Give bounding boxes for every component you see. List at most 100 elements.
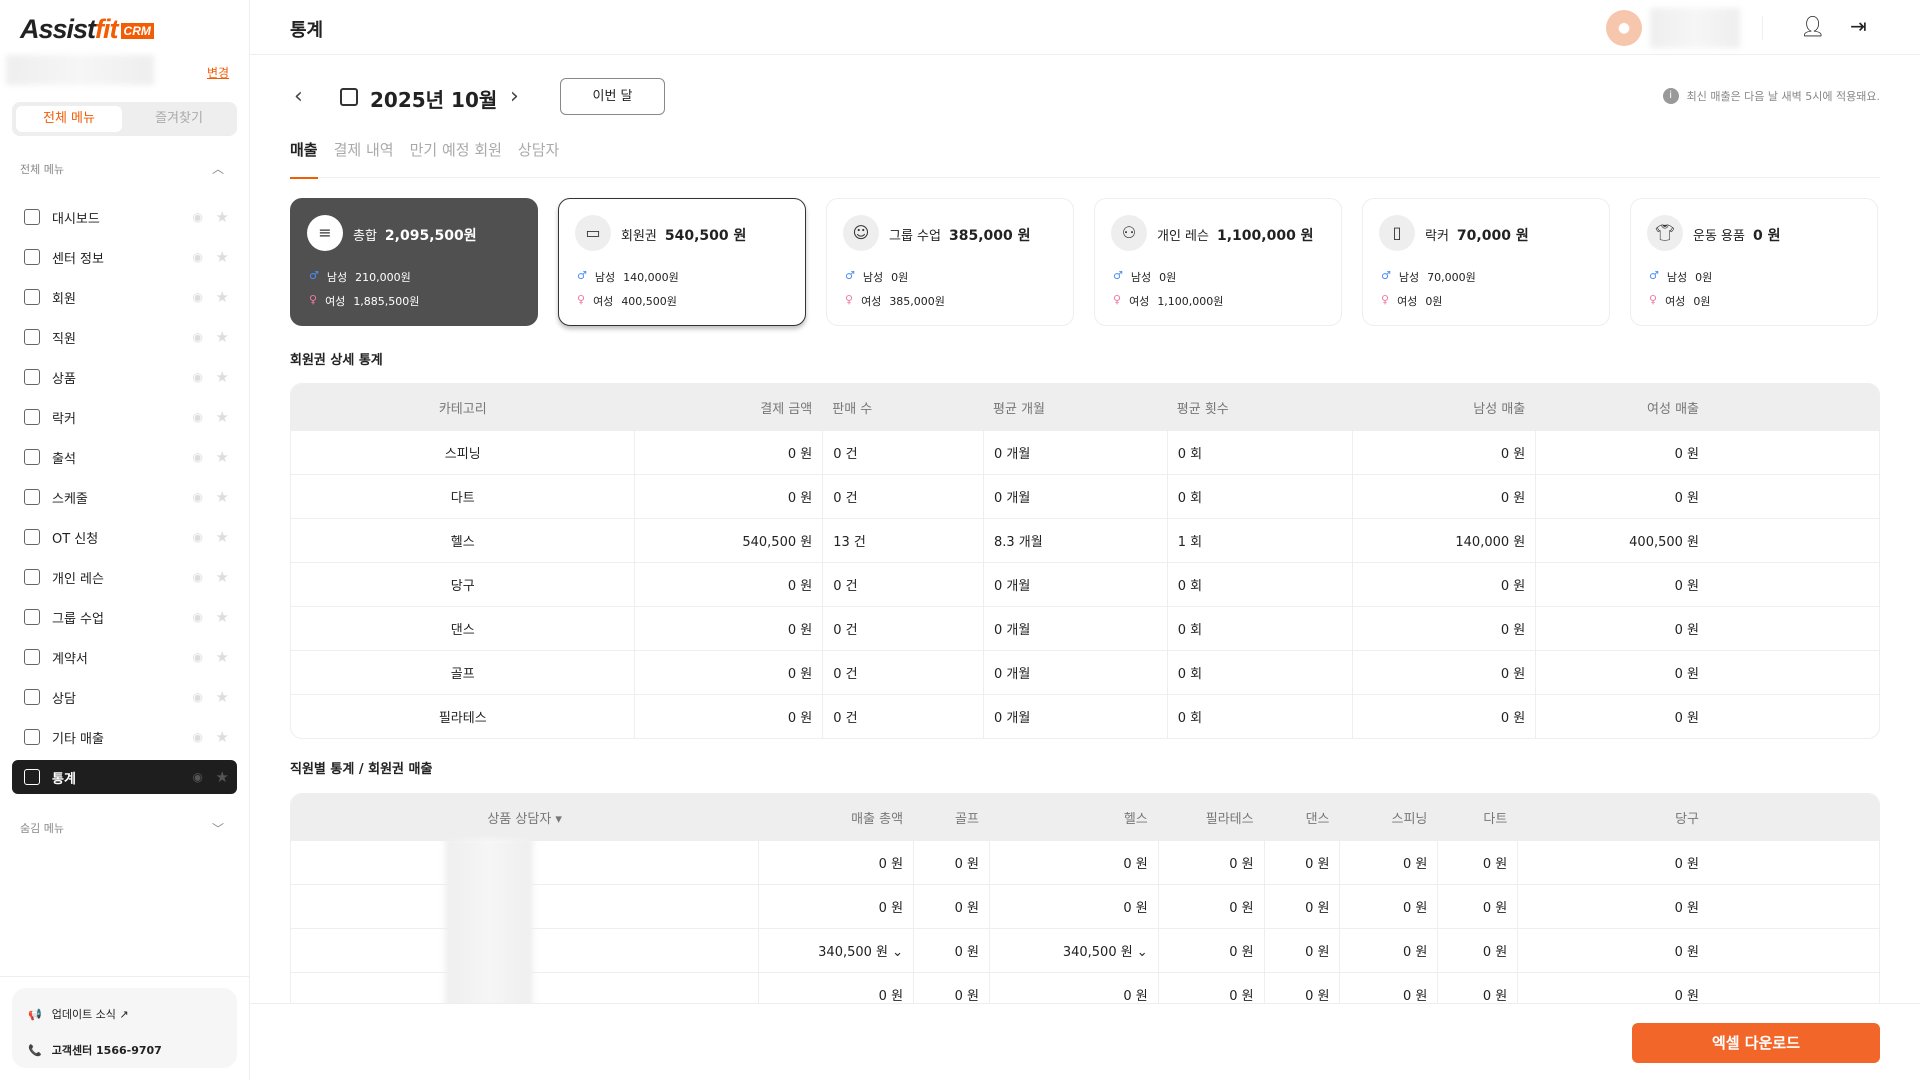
excel-download-button[interactable]: 엑셀 다운로드	[1632, 1023, 1880, 1063]
hide-icon[interactable]: ◉	[192, 530, 203, 544]
sidebar-item[interactable]: 기타 매출 ◉ ★	[12, 720, 237, 754]
tab-all-menu[interactable]: 전체 메뉴	[16, 106, 122, 132]
summary-card[interactable]: ▯ 락커 70,000 원 ♂ 남성 70,000원 ♀ 여성 0원	[1362, 198, 1610, 326]
female-amount: 1,885,500원	[353, 295, 420, 308]
star-icon[interactable]: ★	[215, 288, 229, 306]
star-icon[interactable]: ★	[215, 248, 229, 266]
sidebar-item[interactable]: 상담 ◉ ★	[12, 680, 237, 714]
star-icon[interactable]: ★	[215, 408, 229, 426]
tab[interactable]: 상담자	[517, 141, 560, 159]
sidebar-item[interactable]: 회원 ◉ ★	[12, 280, 237, 314]
chevron-up-icon[interactable]: ︿	[212, 162, 225, 176]
star-icon[interactable]: ★	[215, 608, 229, 626]
star-icon[interactable]: ★	[215, 648, 229, 666]
tab[interactable]: 결제 내역	[333, 141, 394, 159]
table-cell: 0 원	[1535, 695, 1879, 738]
dashboard-icon	[24, 209, 40, 225]
star-icon[interactable]: ★	[215, 688, 229, 706]
prev-month-button[interactable]: ‹	[294, 84, 303, 109]
hide-icon[interactable]: ◉	[192, 570, 203, 584]
table-cell[interactable]: 340,500 원 ⌄	[988, 929, 1158, 972]
star-icon[interactable]: ★	[215, 568, 229, 586]
sidebar-item[interactable]: 출석 ◉ ★	[12, 440, 237, 474]
sidebar-item[interactable]: 직원 ◉ ★	[12, 320, 237, 354]
tab[interactable]: 매출	[290, 138, 318, 179]
male-icon: ♂	[1381, 269, 1391, 282]
hide-icon[interactable]: ◉	[192, 610, 203, 624]
sidebar-item[interactable]: 계약서 ◉ ★	[12, 640, 237, 674]
table-cell: 0 개월	[983, 563, 1167, 606]
summary-card[interactable]: ≡ 총합 2,095,500원 ♂ 남성 210,000원 ♀ 여성 1,885,500원	[290, 198, 538, 326]
male-icon: ♂	[845, 269, 855, 282]
table-cell: 0 원	[1351, 695, 1536, 738]
hide-icon[interactable]: ◉	[192, 210, 203, 224]
hide-icon[interactable]: ◉	[192, 370, 203, 384]
star-icon[interactable]: ★	[215, 528, 229, 546]
sidebar-item[interactable]: 상품 ◉ ★	[12, 360, 237, 394]
sidebar-item[interactable]: 스케줄 ◉ ★	[12, 480, 237, 514]
logout-icon[interactable]: ⇥	[1850, 14, 1867, 38]
sidebar-item[interactable]: 센터 정보 ◉ ★	[12, 240, 237, 274]
star-icon[interactable]: ★	[215, 208, 229, 226]
star-icon[interactable]: ★	[215, 448, 229, 466]
summary-card[interactable]: 👕︎ 운동 용품 0 원 ♂ 남성 0원 ♀ 여성 0원	[1630, 198, 1878, 326]
card-title: 개인 레슨	[1157, 229, 1209, 244]
chevron-down-icon[interactable]: ﹀	[212, 822, 225, 836]
phone-icon: 📞	[28, 1043, 42, 1057]
table-cell: 0 원	[1157, 841, 1264, 884]
tab[interactable]: 만기 예정 회원	[409, 141, 502, 159]
sidebar-item[interactable]: 개인 레슨 ◉ ★	[12, 560, 237, 594]
hide-icon[interactable]: ◉	[192, 650, 203, 664]
table-cell: 0 원	[634, 475, 822, 518]
next-month-button[interactable]: ›	[510, 84, 519, 109]
star-icon[interactable]: ★	[215, 768, 229, 786]
user-name-blurred	[1650, 8, 1740, 48]
hide-icon[interactable]: ◉	[192, 490, 203, 504]
star-icon[interactable]: ★	[215, 488, 229, 506]
hide-icon[interactable]: ◉	[192, 290, 203, 304]
star-icon[interactable]: ★	[215, 368, 229, 386]
star-icon[interactable]: ★	[215, 328, 229, 346]
table-cell: 0 원	[913, 885, 989, 928]
sidebar-item[interactable]: 락커 ◉ ★	[12, 400, 237, 434]
hide-icon[interactable]: ◉	[192, 330, 203, 344]
table-cell: 0 개월	[983, 607, 1167, 650]
update-news-link[interactable]: 📢 업데이트 소식 ↗	[28, 1007, 129, 1022]
table-cell: 0 원	[1263, 885, 1340, 928]
hide-icon[interactable]: ◉	[192, 730, 203, 744]
card-amount: 0 원	[1752, 228, 1781, 244]
table-cell: 0 원	[1437, 973, 1517, 1003]
list-icon: ≡	[307, 215, 343, 251]
hide-icon[interactable]: ◉	[192, 690, 203, 704]
card-amount: 540,500 원	[664, 228, 747, 244]
hide-icon[interactable]: ◉	[192, 770, 203, 784]
summary-card[interactable]: ☺ 그룹 수업 385,000 원 ♂ 남성 0원 ♀ 여성 385,000원	[826, 198, 1074, 326]
card-title: 운동 용품	[1693, 229, 1745, 244]
section-title: 직원별 통계 / 회원권 매출	[290, 762, 433, 777]
hide-icon[interactable]: ◉	[192, 450, 203, 464]
column-header: 결제 금액	[760, 401, 813, 417]
sidebar-item[interactable]: 통계 ◉ ★	[12, 760, 237, 794]
star-icon[interactable]: ★	[215, 728, 229, 746]
profile-icon[interactable]: 👤︎	[1800, 14, 1826, 38]
summary-card[interactable]: ▭ 회원권 540,500 원 ♂ 남성 140,000원 ♀ 여성 400,500원	[558, 198, 806, 326]
change-center-link[interactable]: 변경	[207, 66, 230, 80]
table-cell[interactable]: 340,500 원 ⌄	[758, 929, 913, 972]
column-header: 남성 매출	[1473, 401, 1526, 417]
table-cell: 0 원	[1535, 651, 1879, 694]
avatar[interactable]: ●	[1606, 10, 1642, 46]
locker-icon: ▯	[1379, 215, 1415, 251]
table-cell: 0 개월	[983, 431, 1167, 474]
hide-icon[interactable]: ◉	[192, 250, 203, 264]
tab-favorites[interactable]: 즐겨찾기	[155, 111, 203, 126]
this-month-button[interactable]: 이번 달	[560, 78, 665, 115]
table-cell: 0 원	[634, 431, 822, 474]
sidebar-item[interactable]: 대시보드 ◉ ★	[12, 200, 237, 234]
column-header: 평균 개월	[993, 401, 1045, 417]
summary-card[interactable]: ⚇ 개인 레슨 1,100,000 원 ♂ 남성 0원 ♀ 여성 1,100,000원	[1094, 198, 1342, 326]
hide-icon[interactable]: ◉	[192, 410, 203, 424]
column-header[interactable]: 상품 상담자 ▾	[487, 811, 562, 827]
sidebar-item[interactable]: OT 신청 ◉ ★	[12, 520, 237, 554]
sidebar-item[interactable]: 그룹 수업 ◉ ★	[12, 600, 237, 634]
